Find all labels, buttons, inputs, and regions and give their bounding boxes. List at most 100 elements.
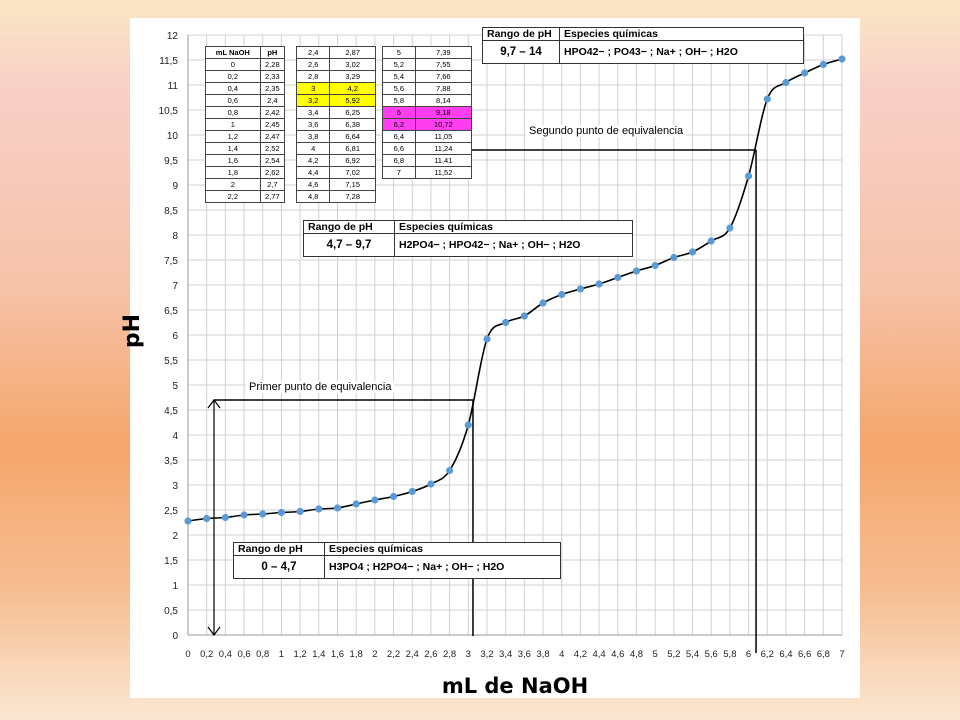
data-point	[371, 496, 379, 504]
x-tick-label: 2,2	[387, 649, 400, 660]
y-tick-label: 6,5	[164, 306, 178, 317]
table-cell: 5,6	[382, 82, 416, 95]
data-point	[539, 299, 547, 307]
y-tick-label: 0,5	[164, 606, 178, 617]
table-cell: 7,02	[329, 166, 376, 179]
table-row: 3 4,2	[295, 82, 376, 95]
table-row: 4,4 7,02	[295, 166, 376, 179]
y-tick-label: 11	[168, 81, 179, 92]
x-tick-label: 1	[279, 649, 284, 660]
data-point	[614, 273, 622, 282]
table-row: 4,8 7,28	[295, 190, 376, 203]
data-point	[408, 487, 416, 496]
table-cell: 0,4	[205, 82, 261, 95]
x-tick-label: 1,6	[331, 649, 344, 660]
x-tick-label: 6,8	[817, 649, 830, 660]
data-point	[670, 253, 678, 262]
grid	[187, 34, 843, 636]
table-cell: 2,54	[259, 154, 286, 167]
table-header-cell: mL NaOH	[205, 46, 261, 59]
data-point	[446, 466, 454, 475]
table-cell: 11,41	[414, 154, 473, 167]
table-cell: 3,2	[295, 94, 331, 107]
table-cell: 4,8	[295, 190, 331, 203]
table-cell: 3,6	[295, 118, 331, 131]
table-header-row: mL NaOH pH	[205, 46, 286, 59]
table-cell: 5,2	[382, 58, 416, 71]
tick-labels: 00,511,522,533,544,555,566,577,588,599,5…	[159, 31, 845, 660]
data-point	[595, 280, 603, 288]
table-cell: 4,2	[295, 154, 331, 167]
table-cell: 2,6	[295, 58, 331, 71]
table-cell: 2	[205, 178, 261, 191]
table-row: 0,2 2,33	[205, 70, 286, 83]
table-cell: 2,4	[259, 94, 286, 107]
x-tick-label: 2,4	[406, 649, 419, 660]
species-header: Especies químicas	[394, 220, 633, 234]
data-point	[558, 290, 566, 299]
table-cell: 1,6	[205, 154, 261, 167]
x-tick-label: 4,4	[592, 649, 605, 660]
table-cell: 11,52	[414, 166, 473, 179]
species-list: HPO42− ; PO43− ; Na+ ; OH− ; H2O	[559, 40, 804, 64]
table-row: 2,2 2,77	[205, 190, 286, 203]
first-equivalence-label: Primer punto de equivalencia	[246, 381, 395, 393]
table-cell: 8,14	[414, 94, 473, 107]
table-cell: 2,42	[259, 106, 286, 119]
y-tick-label: 8,5	[164, 206, 178, 217]
y-tick-label: 10	[167, 131, 179, 142]
table-cell: 5,4	[382, 70, 416, 83]
data-point	[352, 500, 360, 508]
y-tick-label: 3,5	[164, 456, 178, 467]
x-tick-label: 6	[746, 649, 751, 660]
x-tick-label: 3	[466, 649, 471, 660]
y-tick-label: 0	[172, 631, 178, 642]
table-cell: 6,38	[329, 118, 376, 131]
x-tick-label: 7	[839, 649, 844, 660]
x-axis-label: mL de NaOH	[441, 674, 589, 698]
x-tick-label: 6,6	[798, 649, 811, 660]
data-points	[184, 55, 846, 525]
table-cell: 5,8	[382, 94, 416, 107]
y-tick-label: 9	[172, 181, 178, 192]
data-point	[259, 510, 267, 518]
y-tick-label: 11,5	[159, 56, 178, 67]
y-tick-label: 12	[167, 31, 179, 42]
table-row: 1 2,45	[205, 118, 286, 131]
table-row: 4,6 7,15	[295, 178, 376, 191]
x-tick-label: 3,4	[499, 649, 512, 660]
table-cell: 6,6	[382, 142, 416, 155]
table-row: 2,6 3,02	[295, 58, 376, 71]
data-table-2: 2,4 2,87 2,6 3,02 2,8 3,29 3 4,2 3,2 5,92 3,4 6,25 3…	[295, 46, 376, 203]
y-tick-label: 9,5	[164, 156, 178, 167]
table-cell: 4,6	[295, 178, 331, 191]
table-cell: 6,4	[382, 130, 416, 143]
table-cell: 7,39	[414, 46, 473, 59]
x-tick-label: 5	[652, 649, 657, 660]
species-list: H2PO4− ; HPO42− ; Na+ ; OH− ; H2O	[394, 233, 633, 257]
table-cell: 7,28	[329, 190, 376, 203]
table-row: 7 11,52	[382, 166, 473, 179]
table-cell: 11,05	[414, 130, 473, 143]
table-header-cell: pH	[259, 46, 286, 59]
table-row: 4,2 6,92	[295, 154, 376, 167]
x-tick-label: 5,2	[667, 649, 680, 660]
y-tick-label: 1,5	[164, 556, 178, 567]
table-row: 5,6 7,88	[382, 82, 473, 95]
x-tick-label: 3,2	[480, 649, 493, 660]
range-value: 4,7 – 9,7	[303, 233, 395, 257]
table-row: 6,2 10,72	[382, 118, 473, 131]
table-cell: 4,2	[329, 82, 376, 95]
table-row: 1,6 2,54	[205, 154, 286, 167]
table-cell: 5	[382, 46, 416, 59]
table-row: 0,6 2,4	[205, 94, 286, 107]
data-point	[315, 505, 323, 513]
table-cell: 7,55	[414, 58, 473, 71]
table-cell: 1,8	[205, 166, 261, 179]
y-tick-label: 2	[172, 531, 178, 542]
x-tick-label: 4,8	[630, 649, 643, 660]
data-point	[632, 267, 641, 275]
x-tick-label: 0,8	[256, 649, 269, 660]
table-row: 3,8 6,64	[295, 130, 376, 143]
y-tick-label: 1	[172, 581, 178, 592]
